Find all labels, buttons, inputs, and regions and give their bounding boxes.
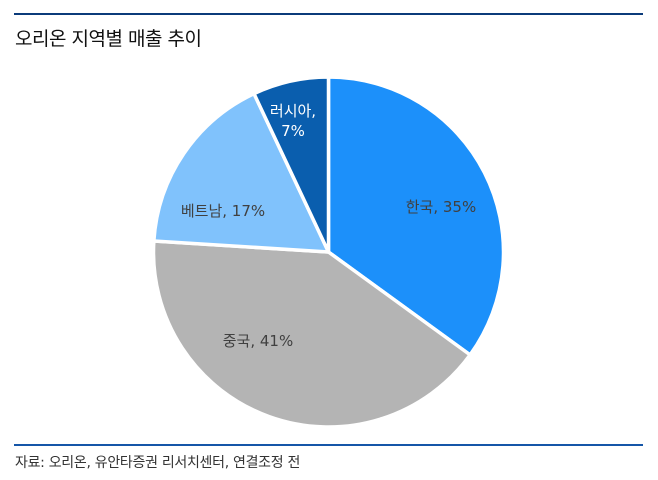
slice-label-russia-name: 러시아, bbox=[270, 102, 316, 120]
pie-slice-korea bbox=[326, 75, 506, 357]
source-note: 자료: 오리온, 유안타증권 리서치센터, 연결조정 전 bbox=[15, 455, 301, 471]
slice-label-china: 중국, 41% bbox=[223, 332, 293, 350]
bottom-rule bbox=[14, 444, 643, 446]
slice-label-russia-value: 7% bbox=[281, 122, 305, 140]
pie-slice-china bbox=[151, 239, 472, 429]
pie-slice-russia bbox=[252, 75, 331, 254]
slice-label-vietnam: 베트남, 17% bbox=[181, 202, 265, 220]
top-rule bbox=[14, 13, 643, 15]
pie-slices bbox=[151, 75, 506, 429]
pie-slice-vietnam bbox=[152, 91, 331, 254]
chart-title: 오리온 지역별 매출 추이 bbox=[15, 28, 202, 50]
slice-label-korea: 한국, 35% bbox=[406, 198, 476, 216]
